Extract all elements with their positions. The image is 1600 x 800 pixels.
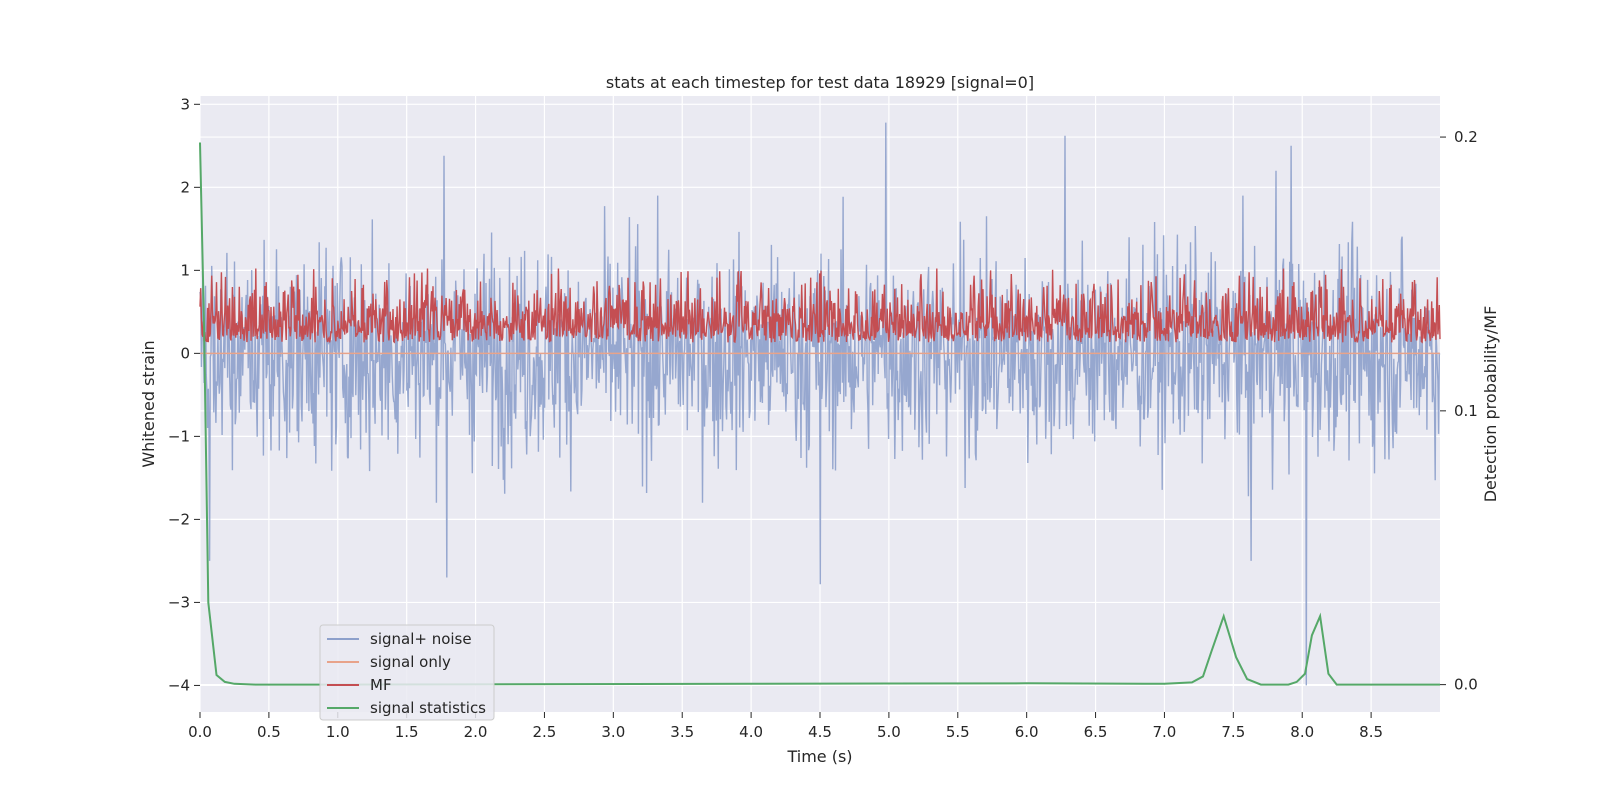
- y-tick-label-left: −1: [168, 427, 190, 445]
- x-tick-label: 5.5: [946, 723, 970, 741]
- y-tick-label-right: 0.0: [1454, 676, 1478, 694]
- chart-title: stats at each timestep for test data 189…: [606, 73, 1034, 92]
- x-tick-label: 1.5: [395, 723, 419, 741]
- legend-label-signal-statistics: signal statistics: [370, 699, 486, 717]
- y-tick-label-right: 0.1: [1454, 402, 1478, 420]
- y-tick-label-left: −2: [168, 510, 190, 528]
- y-axis-title-right: Detection probability/MF: [1481, 306, 1500, 503]
- x-tick-label: 8.5: [1359, 723, 1383, 741]
- series-line-signal-statistics: [199, 142, 1440, 686]
- x-tick-label: 4.0: [739, 723, 763, 741]
- series-layer: [199, 122, 1441, 686]
- legend-label-mf: MF: [370, 676, 392, 694]
- y-tick-label-left: 0: [180, 344, 190, 362]
- series-line-mf: [199, 268, 1441, 344]
- x-tick-label: 3.5: [670, 723, 694, 741]
- legend-box: [319, 624, 495, 721]
- y-tick-label-left: 1: [180, 261, 190, 279]
- x-tick-label: 1.0: [326, 723, 350, 741]
- legend-label-signal-noise: signal+ noise: [370, 630, 472, 648]
- y-tick-label-left: −3: [168, 593, 190, 611]
- x-tick-label: 7.5: [1221, 723, 1245, 741]
- x-tick-label: 6.5: [1084, 723, 1108, 741]
- x-tick-label: 2.5: [533, 723, 557, 741]
- y-tick-label-right: 0.2: [1454, 128, 1478, 146]
- x-tick-label: 2.0: [464, 723, 488, 741]
- x-tick-label: 0.5: [257, 723, 281, 741]
- series-line-signal-noise: [199, 122, 1441, 686]
- y-tick-label-left: 3: [180, 95, 190, 113]
- x-tick-label: 7.0: [1153, 723, 1177, 741]
- y-axis-title-left: Whitened strain: [139, 340, 158, 467]
- axes: 0.0 0.5 1.0 1.5 2.0 2.5 3.0 3.5 4.0 4.5 5.0 5.5 6.0 6…: [168, 95, 1478, 741]
- x-tick-label: 6.0: [1015, 723, 1039, 741]
- x-tick-label: 0.0: [188, 723, 212, 741]
- x-axis-title: Time (s): [786, 747, 852, 766]
- y-tick-label-left: −4: [168, 676, 190, 694]
- legend: signal+ noise signal only MF signal stat…: [319, 624, 495, 721]
- x-tick-label: 8.0: [1290, 723, 1314, 741]
- x-tick-label: 4.5: [808, 723, 832, 741]
- legend-label-signal-only: signal only: [370, 653, 451, 671]
- x-tick-label: 3.0: [601, 723, 625, 741]
- y-tick-label-left: 2: [180, 178, 190, 196]
- x-tick-label: 5.0: [877, 723, 901, 741]
